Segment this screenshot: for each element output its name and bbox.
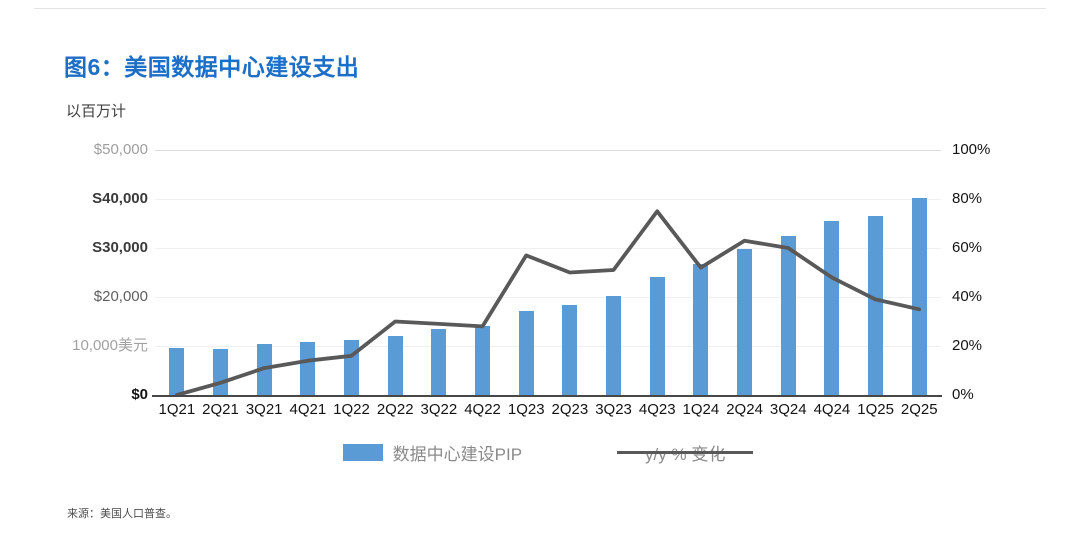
y-tick-label-right: 100% — [952, 141, 991, 158]
bar-3Q24 — [780, 236, 796, 395]
x-tick-label: 1Q24 — [682, 401, 720, 418]
bar-2Q24 — [737, 248, 752, 395]
y-tick-label-left: $50,000 — [93, 141, 148, 158]
gridline — [155, 199, 941, 200]
bar-4Q21 — [300, 342, 316, 395]
x-tick-label: 1Q21 — [158, 401, 196, 418]
bar-1Q21 — [169, 347, 185, 395]
right-y-axis: 100% 80% 60% 40% 20% 0% — [952, 141, 1032, 403]
legend-bar-label: 数据中心建设PIP — [392, 445, 523, 464]
y-tick-label-right: 20% — [952, 337, 983, 354]
y-tick-label-right: 60% — [952, 239, 983, 256]
legend-line-sample — [617, 450, 754, 454]
x-tick-label: 3Q23 — [595, 401, 632, 418]
y-tick-label-right: 80% — [952, 190, 983, 207]
chart-title: 图6：美国数据中心建设支出 — [64, 54, 360, 80]
bar-4Q22 — [475, 325, 490, 395]
line-series — [174, 209, 922, 397]
bar-1Q25 — [868, 215, 883, 395]
gridline — [155, 248, 941, 249]
gridline — [155, 346, 941, 347]
bar-2Q23 — [562, 305, 578, 395]
x-tick-label: 2Q21 — [202, 401, 239, 418]
x-tick-label: 4Q22 — [464, 401, 501, 418]
left-y-axis: $50,000 S40,000 S30,000 $20,000 10,000美元 $0 — [40, 141, 148, 403]
gridline — [155, 297, 941, 298]
bar-3Q22 — [431, 328, 447, 395]
x-tick-label: 3Q21 — [245, 401, 283, 418]
x-tick-label: 4Q21 — [289, 401, 327, 418]
plot-area — [155, 150, 941, 397]
y-tick-label-left: $20,000 — [93, 288, 148, 305]
y-tick-label-left: S40,000 — [92, 190, 148, 207]
x-tick-label: 2Q25 — [900, 401, 938, 418]
legend-item-line: y/y % 变化 — [617, 440, 754, 465]
y-tick-label-right: 40% — [952, 288, 983, 305]
x-tick-label: 2Q24 — [726, 401, 763, 418]
x-tick-label: 4Q23 — [638, 401, 676, 418]
x-axis: 1Q21 2Q21 3Q21 4Q21 1Q22 2Q22 3Q22 4Q22 1Q23 2Q23… — [155, 401, 941, 418]
bar-4Q24 — [824, 221, 840, 395]
x-tick-label: 1Q23 — [507, 401, 545, 418]
y-tick-label-left: S30,000 — [92, 239, 148, 256]
x-tick-label: 2Q22 — [376, 401, 414, 418]
y-tick-label-left: $0 — [131, 386, 148, 403]
x-tick-label: 4Q24 — [813, 401, 851, 418]
bar-1Q24 — [693, 264, 709, 395]
x-tick-label: 1Q22 — [333, 401, 370, 418]
bar-4Q23 — [649, 276, 665, 395]
y-tick-label-left: 10,000美元 — [72, 337, 148, 354]
bar-2Q22 — [387, 335, 403, 395]
yoy-line — [174, 209, 922, 397]
legend-bar-swatch — [342, 444, 383, 461]
legend-item-bars: 数据中心建设PIP — [342, 440, 523, 465]
x-tick-label: 3Q22 — [420, 401, 458, 418]
y-tick-label-right: 0% — [952, 386, 974, 403]
bar-2Q25 — [911, 197, 927, 395]
bar-3Q23 — [606, 295, 621, 395]
x-tick-label: 2Q23 — [551, 401, 589, 418]
gridline — [155, 150, 941, 151]
x-axis-line — [152, 395, 942, 397]
legend-line-label: y/y % 变化 — [645, 445, 726, 464]
x-tick-label: 1Q25 — [857, 401, 894, 418]
source-note: 来源：美国人口普查。 — [67, 508, 177, 520]
x-tick-label: 3Q24 — [769, 401, 807, 418]
axis-units-label: 以百万计 — [66, 103, 127, 120]
top-divider — [34, 8, 1046, 9]
bar-1Q23 — [518, 310, 534, 395]
legend: 数据中心建设PIP y/y % 变化 — [155, 440, 941, 465]
